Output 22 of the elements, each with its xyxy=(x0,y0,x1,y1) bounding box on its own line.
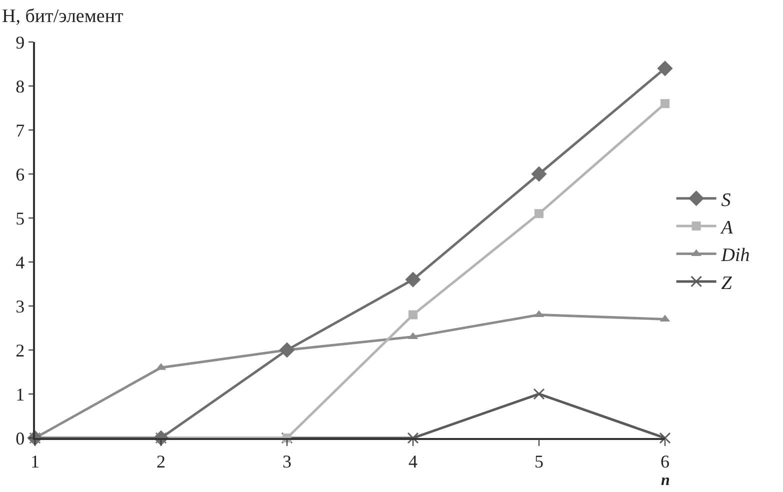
y-tick-label: 7 xyxy=(16,120,25,140)
legend-label: Z xyxy=(721,272,732,294)
y-tick-label: 4 xyxy=(16,252,25,272)
y-tick-label: 1 xyxy=(16,384,25,404)
y-axis-title: H, бит/элемент xyxy=(2,6,124,27)
y-tick-label: 8 xyxy=(16,76,25,96)
x-axis-title: n xyxy=(661,472,670,489)
x-tick-label: 3 xyxy=(282,451,292,472)
y-tick-label: 6 xyxy=(16,164,25,184)
legend-label: A xyxy=(719,217,734,238)
x-tick-label: 2 xyxy=(156,451,166,472)
legend-label: Dih xyxy=(720,245,750,266)
y-tick-label: 2 xyxy=(16,340,25,360)
y-tick-label: 0 xyxy=(16,428,25,448)
y-tick-label: 9 xyxy=(16,32,25,52)
x-tick-label: 6 xyxy=(660,451,670,472)
y-tick-label: 3 xyxy=(16,296,25,316)
legend-label: S xyxy=(721,190,732,211)
x-tick-label: 1 xyxy=(30,451,40,472)
y-tick-label: 5 xyxy=(16,208,25,228)
x-tick-label: 5 xyxy=(534,451,544,472)
x-tick-label: 4 xyxy=(408,451,418,472)
